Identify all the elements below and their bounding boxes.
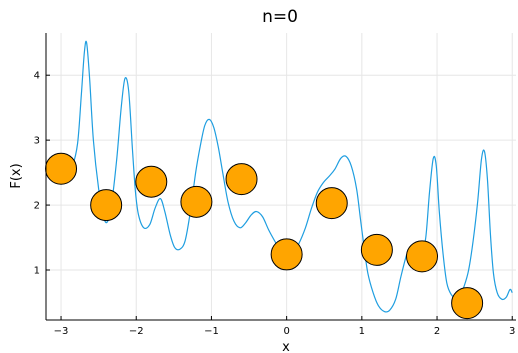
y-tick-label: 1 xyxy=(34,266,40,277)
x-tick-label: 1 xyxy=(359,326,365,337)
data-point xyxy=(406,240,438,273)
x-tick-label: 3 xyxy=(509,326,515,337)
x-tick-label: 0 xyxy=(283,326,289,337)
data-point xyxy=(270,238,303,271)
data-point xyxy=(90,189,123,222)
data-point xyxy=(315,187,348,220)
data-point xyxy=(180,185,213,218)
x-tick-label: 2 xyxy=(434,326,440,337)
x-axis-label: x xyxy=(282,340,290,353)
axes: −3 −2 −1 0 1 2 3 1 2 3 4 xyxy=(34,33,516,337)
x-tick-label: −1 xyxy=(204,326,219,337)
scatter-points xyxy=(45,152,484,320)
chart-title: n=0 xyxy=(262,7,298,27)
data-point xyxy=(451,287,484,320)
y-tick-label: 4 xyxy=(34,71,40,82)
x-tick-label: −2 xyxy=(129,326,144,337)
y-tick-label: 2 xyxy=(34,201,40,212)
data-point xyxy=(360,233,393,266)
data-point xyxy=(135,165,168,198)
y-tick-label: 3 xyxy=(34,136,40,147)
data-point xyxy=(45,152,78,185)
data-point xyxy=(225,163,258,196)
y-axis-label: F(x) xyxy=(9,163,24,188)
x-tick-label: −3 xyxy=(54,326,69,337)
